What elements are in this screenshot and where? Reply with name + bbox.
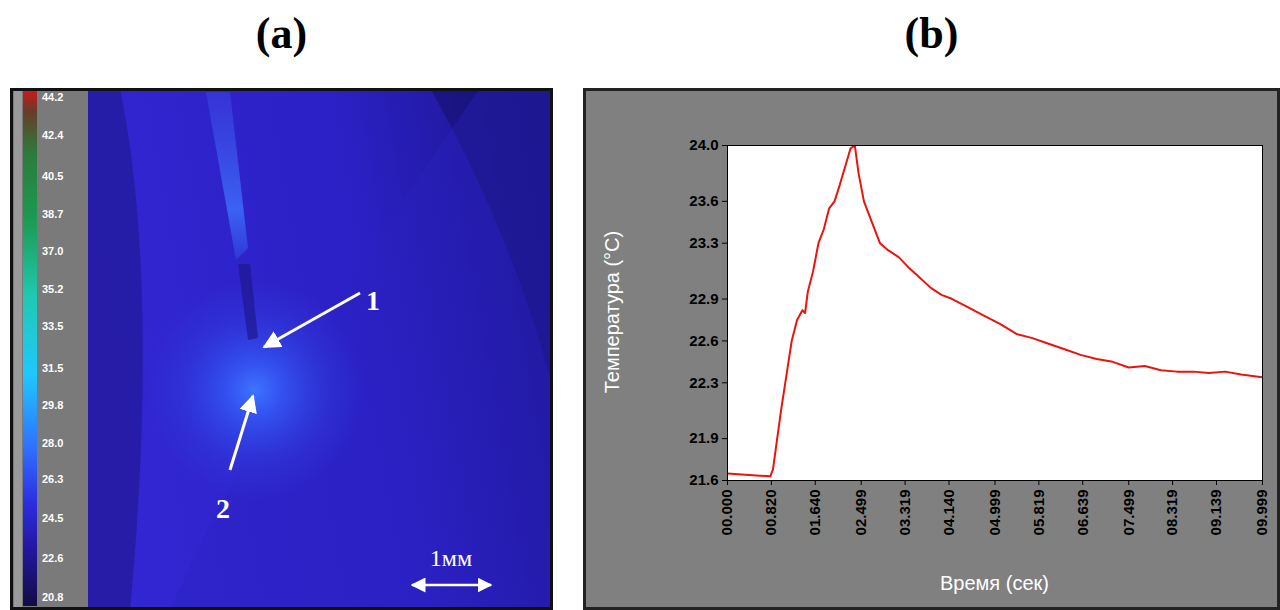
svg-text:1: 1	[366, 285, 380, 316]
svg-text:23.3: 23.3	[689, 234, 718, 251]
svg-text:40.5: 40.5	[42, 170, 63, 182]
svg-text:22.6: 22.6	[42, 552, 63, 564]
svg-text:42.4: 42.4	[42, 129, 64, 141]
html-text:Время (сек): Время (сек)	[940, 572, 1049, 594]
svg-text:38.7: 38.7	[42, 208, 63, 220]
svg-text:33.5: 33.5	[42, 320, 63, 332]
svg-text:01.640: 01.640	[806, 490, 823, 536]
svg-text:23.6: 23.6	[689, 192, 718, 209]
svg-text:35.2: 35.2	[42, 283, 63, 295]
svg-text:04.999: 04.999	[986, 490, 1003, 536]
svg-text:04.140: 04.140	[940, 490, 957, 536]
svg-text:03.319: 03.319	[896, 490, 913, 536]
svg-text:22.9: 22.9	[689, 290, 718, 307]
svg-text:06.639: 06.639	[1074, 490, 1091, 536]
svg-text:26.3: 26.3	[42, 473, 63, 485]
svg-text:2: 2	[216, 493, 230, 524]
svg-text:37.0: 37.0	[42, 245, 63, 257]
html-text:(b): (b)	[904, 9, 959, 58]
svg-text:09.999: 09.999	[1253, 490, 1270, 536]
svg-text:29.8: 29.8	[42, 399, 63, 411]
svg-text:22.6: 22.6	[689, 332, 718, 349]
html-text:Температура (°C): Температура (°C)	[601, 230, 623, 394]
svg-text:02.499: 02.499	[852, 490, 869, 536]
svg-text:1мм: 1мм	[430, 545, 472, 571]
svg-text:28.0: 28.0	[42, 437, 63, 449]
svg-text:24.0: 24.0	[689, 136, 718, 153]
svg-text:05.819: 05.819	[1030, 490, 1047, 536]
svg-text:07.499: 07.499	[1120, 490, 1137, 536]
svg-text:00.820: 00.820	[762, 490, 779, 536]
svg-text:31.5: 31.5	[42, 362, 63, 374]
svg-text:09.139: 09.139	[1207, 490, 1224, 536]
svg-text:44.2: 44.2	[42, 91, 63, 103]
svg-text:00.000: 00.000	[718, 490, 735, 536]
svg-text:21.9: 21.9	[689, 429, 718, 446]
svg-text:22.3: 22.3	[689, 374, 718, 391]
svg-text:08.319: 08.319	[1163, 490, 1180, 536]
svg-text:24.5: 24.5	[42, 512, 63, 524]
svg-text:21.6: 21.6	[689, 471, 718, 488]
html-text:(a): (a)	[255, 9, 308, 58]
svg-text:20.8: 20.8	[42, 591, 63, 603]
